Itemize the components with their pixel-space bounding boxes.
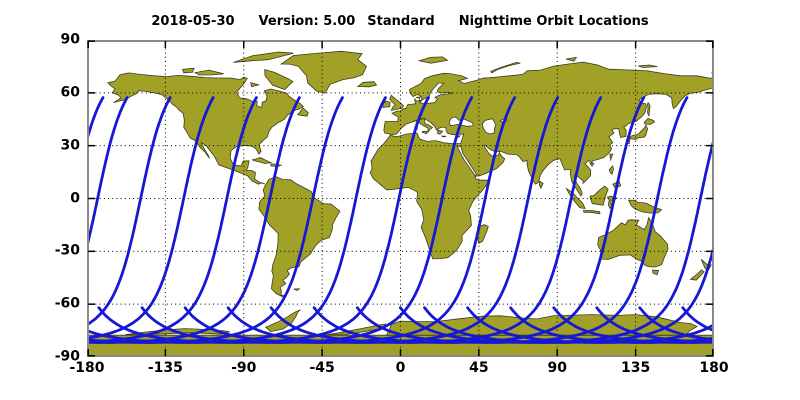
x-axis-tick-label--180: -180 bbox=[69, 360, 105, 376]
landmass-crete bbox=[441, 135, 447, 138]
landmass-tasmania bbox=[652, 269, 660, 276]
x-axis-tick-label-135: 135 bbox=[621, 360, 651, 376]
landmass-ellesmere bbox=[233, 51, 294, 63]
title-version: Version: 5.00 bbox=[258, 14, 356, 29]
landmass-uk bbox=[389, 94, 405, 111]
landmass-hokkaido bbox=[643, 118, 655, 125]
landmass-southampton bbox=[250, 82, 261, 88]
landmass-new-guinea bbox=[627, 199, 663, 214]
landmass-italy bbox=[412, 117, 434, 134]
landmass-north-america bbox=[107, 72, 304, 185]
landmass-hainan bbox=[589, 162, 595, 168]
sea-red-sea bbox=[456, 145, 477, 178]
x-axis-tick-label-0: 0 bbox=[395, 360, 406, 376]
landmass-newfoundland bbox=[296, 107, 309, 117]
landmass-luzon bbox=[608, 165, 614, 175]
landmass-baffin bbox=[264, 69, 294, 90]
title-name: Nighttime Orbit Locations bbox=[458, 14, 649, 29]
landmass-nz-south bbox=[689, 269, 705, 281]
orbit-track-2 bbox=[87, 96, 172, 327]
landmass-greenland bbox=[279, 50, 367, 94]
landmass-sicily bbox=[421, 130, 429, 135]
landmass-svalbard bbox=[417, 56, 449, 64]
y-axis-tick-label-0: 0 bbox=[70, 190, 80, 207]
x-axis-tick-label-180: 180 bbox=[699, 360, 729, 376]
x-axis-tick-label-45: 45 bbox=[469, 360, 489, 376]
x-axis-tick-label--135: -135 bbox=[147, 360, 183, 376]
landmass-severnaya-zemlya bbox=[565, 56, 578, 62]
orbit-track-6 bbox=[638, 306, 714, 342]
orbit-track-1 bbox=[87, 96, 129, 252]
orbit-track-15 bbox=[87, 96, 105, 145]
x-axis-tick-label--45: -45 bbox=[309, 360, 335, 376]
landmass-novaya-zemlya bbox=[490, 61, 521, 74]
title-product: Standard bbox=[367, 14, 435, 29]
landmass-greece-south bbox=[435, 129, 444, 135]
landmass-victoria-island bbox=[193, 69, 224, 76]
landmass-iceland bbox=[356, 81, 378, 88]
orbit-track-3 bbox=[87, 96, 215, 340]
orbit-track-15 bbox=[398, 134, 714, 344]
landmass-banks-island bbox=[181, 67, 195, 74]
orbit-track-4 bbox=[87, 96, 258, 344]
landmass-afro-eurasia bbox=[369, 61, 714, 260]
landmass-sakhalin bbox=[646, 101, 651, 117]
sea-caspian-sea bbox=[481, 118, 497, 135]
y-axis-tick-label--30: -30 bbox=[54, 243, 80, 260]
y-axis-tick-label-90: 90 bbox=[60, 31, 80, 48]
landmass-new-siberian-islands bbox=[638, 64, 658, 68]
x-axis-tick-label--90: -90 bbox=[231, 360, 257, 376]
landmass-honshu bbox=[627, 124, 649, 140]
landmass-cuba bbox=[251, 157, 273, 164]
landmass-java bbox=[583, 210, 601, 215]
y-axis-tick-label-30: 30 bbox=[60, 137, 80, 154]
y-axis-tick-label--90: -90 bbox=[54, 348, 80, 365]
plot-title: 2018-05-30 Version: 5.00 Standard Nighttime… bbox=[0, 14, 800, 29]
orbit-tracks bbox=[87, 96, 714, 344]
landmass-falklands bbox=[293, 288, 300, 291]
sea-kattegat bbox=[415, 96, 423, 101]
landmass-borneo bbox=[589, 185, 609, 206]
world-map-canvas bbox=[87, 40, 714, 357]
plot-area bbox=[87, 40, 714, 357]
y-axis-tick-label-60: 60 bbox=[60, 84, 80, 101]
x-axis-tick-label-90: 90 bbox=[547, 360, 567, 376]
y-axis-tick-label--60: -60 bbox=[54, 295, 80, 312]
title-date: 2018-05-30 bbox=[151, 14, 235, 29]
landmass-sri-lanka bbox=[538, 180, 544, 189]
landmass-taiwan bbox=[609, 153, 614, 162]
orbit-track-7 bbox=[681, 306, 714, 333]
